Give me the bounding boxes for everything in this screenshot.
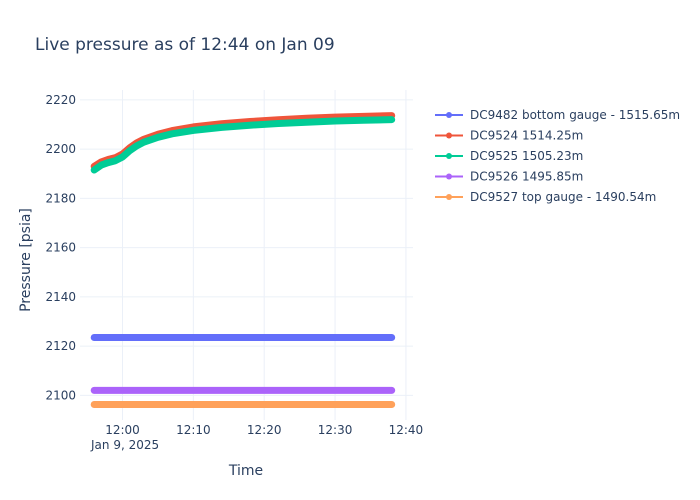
legend-marker-swatch bbox=[446, 173, 452, 180]
legend-item[interactable]: DC9527 top gauge - 1490.54m bbox=[435, 190, 656, 204]
x-tick-label: 12:00 bbox=[105, 423, 140, 437]
x-tick-label: 12:40 bbox=[389, 423, 424, 437]
legend-item[interactable]: DC9482 bottom gauge - 1515.65m bbox=[435, 108, 680, 122]
chart-title: Live pressure as of 12:44 on Jan 09 bbox=[35, 35, 335, 55]
y-tick-label: 2200 bbox=[45, 142, 76, 156]
y-tick-label: 2220 bbox=[45, 93, 76, 107]
y-tick-label: 2100 bbox=[45, 388, 76, 402]
legend-item[interactable]: DC9525 1505.23m bbox=[435, 149, 583, 163]
legend-marker-swatch bbox=[446, 132, 452, 139]
x-tick-label: 12:20 bbox=[247, 423, 282, 437]
series-group bbox=[90, 112, 396, 408]
legend-marker-swatch bbox=[446, 153, 452, 159]
legend[interactable]: DC9482 bottom gauge - 1515.65m DC9524 151… bbox=[435, 108, 680, 204]
legend-item[interactable]: DC9524 1514.25m bbox=[435, 129, 583, 143]
x-tick-labels: 12:00 12:10 12:20 12:30 12:40 bbox=[105, 423, 423, 437]
legend-label: DC9525 1505.23m bbox=[470, 149, 583, 163]
x-tick-label: 12:10 bbox=[176, 423, 211, 437]
y-axis-title: Pressure [psia] bbox=[18, 208, 34, 312]
legend-marker-swatch bbox=[446, 194, 452, 200]
x-axis-title: Time bbox=[228, 463, 263, 479]
legend-label: DC9524 1514.25m bbox=[470, 129, 583, 143]
legend-label: DC9482 bottom gauge - 1515.65m bbox=[470, 108, 680, 122]
y-tick-labels: 2100 2120 2140 2160 2180 2200 2220 bbox=[45, 93, 76, 403]
legend-label: DC9526 1495.85m bbox=[470, 170, 583, 184]
y-tick-label: 2180 bbox=[45, 191, 76, 205]
legend-marker-swatch bbox=[446, 112, 452, 118]
legend-label: DC9527 top gauge - 1490.54m bbox=[470, 190, 656, 204]
y-tick-label: 2120 bbox=[45, 339, 76, 353]
x-tick-label: 12:30 bbox=[318, 423, 353, 437]
series-line bbox=[90, 116, 396, 174]
legend-item[interactable]: DC9526 1495.85m bbox=[435, 170, 583, 184]
grid bbox=[80, 90, 413, 420]
x-date-label: Jan 9, 2025 bbox=[90, 438, 159, 452]
y-tick-label: 2140 bbox=[45, 290, 76, 304]
y-tick-label: 2160 bbox=[45, 241, 76, 255]
